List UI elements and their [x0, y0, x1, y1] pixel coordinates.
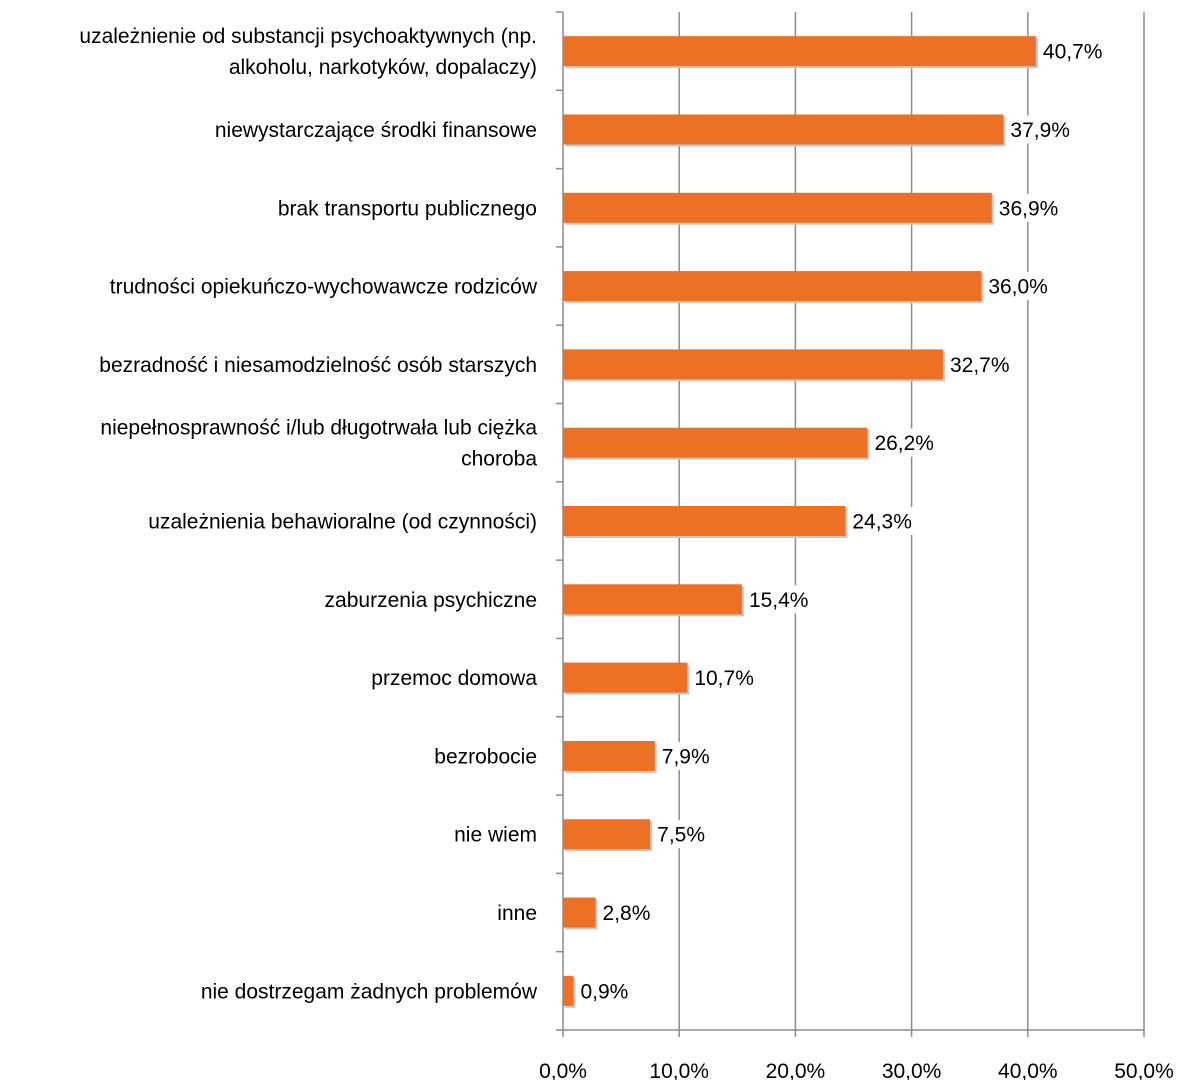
category-label: przemoc domowa [371, 667, 537, 690]
category-label: nie wiem [454, 824, 537, 847]
bar [563, 584, 742, 615]
bars [563, 36, 1038, 1008]
category-label-line: niewystarczające środki finansowe [215, 119, 537, 142]
value-label-background [871, 428, 938, 457]
x-tick-label: 50,0% [1114, 1060, 1174, 1080]
bar [563, 975, 574, 1006]
category-label-line: brak transportu publicznego [278, 197, 537, 220]
value-label: 36,9% [999, 197, 1059, 220]
category-label-line: trudności opiekuńczo-wychowawcze rodzicó… [110, 276, 538, 299]
category-label: bezrobocie [434, 745, 537, 768]
category-label: niepełnosprawność i/lub długotrwała lub … [100, 417, 537, 471]
value-label: 26,2% [874, 432, 934, 455]
category-label-line: alkoholu, narkotyków, dopalaczy) [229, 56, 537, 79]
value-label: 36,0% [988, 276, 1048, 299]
value-label-background [1007, 115, 1074, 144]
category-labels: uzależnienie od substancji psychoaktywny… [79, 25, 537, 1003]
category-label: bezradność i niesamodzielność osób stars… [99, 354, 537, 377]
value-label-background [745, 585, 812, 614]
value-label-background [849, 507, 916, 535]
category-label-line: bezrobocie [434, 745, 537, 768]
category-label: nie dostrzegam żadnych problemów [201, 980, 538, 1003]
bar [563, 897, 596, 928]
value-labels: 40,7% 37,9% 36,9% 36,0% 32,7% 26,2% 24,3% 15,4%… [577, 37, 1106, 1005]
category-label: trudności opiekuńczo-wychowawcze rodzicó… [110, 276, 538, 299]
bar [563, 740, 655, 771]
category-label: brak transportu publicznego [278, 197, 537, 220]
bar [563, 506, 846, 536]
category-label: uzależnienia behawioralne (od czynności) [148, 511, 537, 534]
value-label-background [654, 820, 721, 849]
x-tick-labels: 0,0% 10,0% 20,0% 30,0% 40,0% 50,0% [539, 1060, 1174, 1080]
value-label-background [946, 350, 1013, 379]
category-label: uzależnienie od substancji psychoaktywny… [79, 25, 537, 79]
value-label: 7,9% [662, 745, 710, 768]
value-label-background [995, 193, 1062, 222]
category-label-line: inne [497, 902, 537, 925]
category-label-line: nie wiem [454, 824, 537, 847]
category-label-line: niepełnosprawność i/lub długotrwała lub … [100, 417, 537, 440]
category-label: inne [497, 902, 537, 925]
axes [556, 11, 1145, 1037]
bar [563, 819, 651, 850]
bar [563, 271, 982, 302]
value-label: 15,4% [749, 589, 809, 612]
value-label-background [1039, 37, 1106, 66]
value-label-background [985, 272, 1052, 301]
value-label: 2,8% [603, 902, 651, 925]
bar [563, 192, 992, 223]
value-label-background [691, 663, 758, 692]
value-label: 0,9% [580, 980, 628, 1003]
value-label: 7,5% [657, 824, 705, 847]
category-label-line: nie dostrzegam żadnych problemów [201, 980, 538, 1003]
bar [563, 114, 1004, 145]
x-tick-label: 30,0% [882, 1060, 942, 1080]
value-label-background [599, 898, 666, 927]
category-label-line: zaburzenia psychiczne [325, 589, 537, 612]
category-label-line: uzależnienia behawioralne (od czynności) [148, 511, 537, 534]
category-label-line: choroba [461, 448, 537, 471]
x-tick-label: 0,0% [539, 1060, 587, 1080]
category-label-line: przemoc domowa [371, 667, 537, 690]
value-label: 32,7% [950, 354, 1010, 377]
category-label: niewystarczające środki finansowe [215, 119, 537, 142]
bar [563, 662, 688, 693]
bar [563, 349, 943, 380]
value-label-background [577, 976, 644, 1005]
value-label-background [658, 741, 725, 770]
x-tick-label: 20,0% [766, 1060, 826, 1080]
value-label: 37,9% [1010, 119, 1070, 142]
value-label: 40,7% [1043, 41, 1103, 64]
value-label: 10,7% [694, 667, 754, 690]
bar [563, 427, 868, 458]
x-tick-label: 10,0% [649, 1060, 709, 1080]
bar [563, 36, 1036, 67]
category-label-line: bezradność i niesamodzielność osób stars… [99, 354, 537, 377]
category-label: zaburzenia psychiczne [325, 589, 537, 612]
value-label: 24,3% [852, 511, 912, 534]
x-tick-label: 40,0% [998, 1060, 1058, 1080]
category-label-line: uzależnienie od substancji psychoaktywny… [79, 25, 537, 48]
